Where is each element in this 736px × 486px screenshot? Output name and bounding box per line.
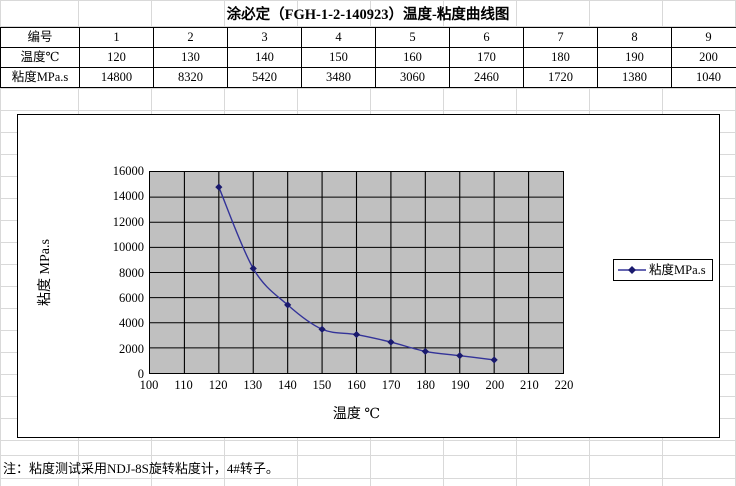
data-point-marker	[421, 347, 429, 355]
table-cell: 170	[449, 47, 524, 68]
y-axis-tick-label: 12000	[112, 214, 144, 229]
chart-legend[interactable]: 粘度MPa.s	[613, 259, 713, 281]
table-cell: 130	[153, 47, 228, 68]
table-cell: 150	[301, 47, 376, 68]
y-axis-tick-label: 2000	[119, 341, 144, 356]
table-cell: 2	[153, 27, 228, 48]
table-cell: 7	[523, 27, 598, 48]
chart-container[interactable]: 粘度 MPa.s 0 2000 4000 6000 8000 10000 12000 1400…	[17, 114, 720, 438]
x-axis-tick-label: 160	[347, 378, 366, 392]
table-cell: 200	[671, 47, 736, 68]
table-row-temperature: 温度℃ 120 130 140 150 160 170 180 190 200	[0, 47, 736, 68]
table-cell: 180	[523, 47, 598, 68]
table-row-index: 编号 1 2 3 4 5 6 7 8 9	[0, 27, 736, 48]
x-axis-tick-label: 220	[554, 378, 574, 392]
x-axis-tick-label: 110	[174, 378, 193, 392]
table-cell: 190	[597, 47, 672, 68]
table-cell: 2460	[449, 67, 524, 88]
x-axis-ticks: 100 110 120 130 140 150 160 170 180 190 200 210 220	[140, 378, 574, 397]
table-row-viscosity: 粘度MPa.s 14800 8320 5420 3480 3060 2460 1…	[0, 67, 736, 88]
data-point-marker	[249, 264, 257, 273]
table-cell: 8	[597, 27, 672, 48]
x-axis-tick-label: 210	[520, 378, 539, 392]
table-cell: 3060	[375, 67, 450, 88]
x-axis-tick-label: 180	[416, 378, 436, 392]
y-axis-tick-label: 8000	[119, 265, 144, 280]
x-axis-tick-label: 130	[243, 378, 263, 392]
data-point-marker	[215, 183, 223, 191]
row-label-viscosity: 粘度MPa.s	[0, 67, 80, 88]
y-axis-tick-label: 6000	[119, 290, 144, 305]
data-table: 编号 1 2 3 4 5 6 7 8 9 温度℃ 120 130 140 150…	[0, 27, 736, 88]
x-axis-tick-label: 120	[208, 378, 228, 392]
x-axis-tick-label: 190	[450, 378, 470, 392]
x-axis-tick-label: 150	[312, 378, 332, 392]
x-axis-tick-label: 200	[485, 378, 505, 392]
data-point-marker	[387, 338, 395, 346]
table-cell: 8320	[153, 67, 228, 88]
legend-label: 粘度MPa.s	[649, 263, 706, 277]
table-cell: 1	[79, 27, 154, 48]
footnote: 注：粘度测试采用NDJ-8S旋转粘度计，4#转子。	[3, 461, 279, 476]
table-cell: 5420	[227, 67, 302, 88]
y-axis-ticks: 0 2000 4000 6000 8000 10000 12000 14000 16000	[78, 165, 144, 380]
table-cell: 14800	[79, 67, 154, 88]
page-title: 涂必定（FGH-1-2-140923）温度-粘度曲线图	[226, 7, 510, 23]
table-cell: 3480	[301, 67, 376, 88]
table-cell: 4	[301, 27, 376, 48]
x-axis-tick-label: 100	[139, 378, 159, 392]
diamond-marker-icon	[618, 266, 646, 274]
data-point-marker	[456, 352, 464, 360]
row-label-temperature: 温度℃	[0, 47, 80, 68]
table-cell: 140	[227, 47, 302, 68]
data-point-marker	[490, 356, 498, 364]
x-axis-tick-label: 140	[277, 378, 297, 392]
x-axis-title: 温度 ℃	[332, 407, 381, 422]
table-cell: 120	[79, 47, 154, 68]
table-cell: 9	[671, 27, 736, 48]
plot-area	[149, 171, 564, 374]
table-cell: 160	[375, 47, 450, 68]
row-label-index: 编号	[0, 27, 80, 48]
y-axis-title: 粘度 MPa.s	[38, 239, 53, 306]
y-axis-tick-label: 4000	[119, 316, 144, 330]
table-cell: 3	[227, 27, 302, 48]
table-cell: 6	[449, 27, 524, 48]
data-point-marker	[318, 325, 326, 333]
table-cell: 1040	[671, 67, 736, 88]
data-point-marker	[352, 330, 361, 339]
table-cell: 5	[375, 27, 450, 48]
table-cell: 1720	[523, 67, 598, 88]
y-axis-tick-label: 16000	[112, 163, 144, 178]
y-axis-tick-label: 0	[137, 366, 144, 381]
chart-plot-svg	[150, 172, 563, 373]
table-cell: 1380	[597, 67, 672, 88]
x-axis-tick-label: 170	[381, 378, 401, 392]
y-axis-tick-label: 14000	[112, 189, 144, 204]
y-axis-tick-label: 10000	[112, 239, 144, 254]
